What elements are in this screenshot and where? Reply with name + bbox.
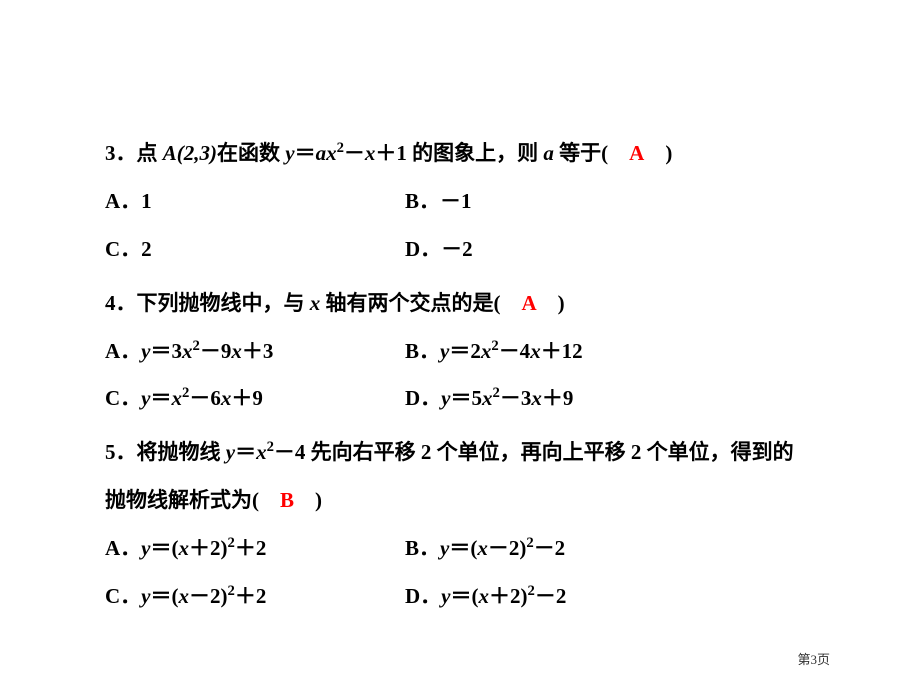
q3-ax: ax bbox=[316, 141, 337, 165]
q3-minus: － bbox=[344, 141, 365, 165]
q4-prefix: 4．下列抛物线中，与 bbox=[105, 291, 310, 315]
q4-stem: 4．下列抛物线中，与 x 轴有两个交点的是( A ) bbox=[105, 280, 815, 328]
question-5: 5．将抛物线 y＝x2－4 先向右平移 2 个单位，再向上平移 2 个单位，得到… bbox=[105, 429, 815, 621]
q5-answer: B bbox=[280, 488, 294, 512]
q3-y: y bbox=[285, 141, 294, 165]
q5-stem-line2: 抛物线解析式为( B ) bbox=[105, 477, 815, 525]
q4-x: x bbox=[310, 291, 321, 315]
q5-optD: D．y＝(x＋2)2－2 bbox=[405, 573, 815, 621]
q4-optA: A．y＝3x2－9x＋3 bbox=[105, 328, 405, 376]
q3-suffix: 等于( bbox=[554, 141, 629, 165]
q3-options-row1: A．1 B．－1 bbox=[105, 178, 815, 226]
q3-exp: 2 bbox=[337, 140, 344, 156]
q3-optB: B．－1 bbox=[405, 178, 815, 226]
q4-answer: A bbox=[522, 291, 537, 315]
q4-close: ) bbox=[537, 291, 565, 315]
q3-mid1: 在函数 bbox=[217, 141, 285, 165]
q3-optC: C．2 bbox=[105, 226, 405, 274]
q4-optD: D．y＝5x2－3x＋9 bbox=[405, 375, 815, 423]
q3-eq: ＝ bbox=[295, 141, 316, 165]
q3-close: ) bbox=[644, 141, 672, 165]
q3-end: ＋1 的图象上，则 bbox=[375, 141, 543, 165]
q3-options-row2: C．2 D．－2 bbox=[105, 226, 815, 274]
question-4: 4．下列抛物线中，与 x 轴有两个交点的是( A ) A．y＝3x2－9x＋3 … bbox=[105, 280, 815, 424]
q4-options-row2: C．y＝x2－6x＋9 D．y＝5x2－3x＋9 bbox=[105, 375, 815, 423]
q3-stem: 3．点 A(2,3)在函数 y＝ax2－x＋1 的图象上，则 a 等于( A ) bbox=[105, 130, 815, 178]
q4-optC: C．y＝x2－6x＋9 bbox=[105, 375, 405, 423]
page-number: 第3页 bbox=[797, 649, 830, 668]
q4-optB: B．y＝2x2－4x＋12 bbox=[405, 328, 815, 376]
q5-optB: B．y＝(x－2)2－2 bbox=[405, 525, 815, 573]
q4-suffix: 轴有两个交点的是( bbox=[320, 291, 521, 315]
question-3: 3．点 A(2,3)在函数 y＝ax2－x＋1 的图象上，则 a 等于( A )… bbox=[105, 130, 815, 274]
q4-options-row1: A．y＝3x2－9x＋3 B．y＝2x2－4x＋12 bbox=[105, 328, 815, 376]
q3-prefix: 3．点 bbox=[105, 141, 163, 165]
q3-optA: A．1 bbox=[105, 178, 405, 226]
q3-point: A(2,3) bbox=[163, 141, 217, 165]
q5-optA: A．y＝(x＋2)2＋2 bbox=[105, 525, 405, 573]
q5-options-row1: A．y＝(x＋2)2＋2 B．y＝(x－2)2－2 bbox=[105, 525, 815, 573]
q3-x: x bbox=[365, 141, 376, 165]
q3-a: a bbox=[543, 141, 554, 165]
q5-options-row2: C．y＝(x－2)2＋2 D．y＝(x＋2)2－2 bbox=[105, 573, 815, 621]
q5-stem-line1: 5．将抛物线 y＝x2－4 先向右平移 2 个单位，再向上平移 2 个单位，得到… bbox=[105, 429, 815, 477]
q5-optC: C．y＝(x－2)2＋2 bbox=[105, 573, 405, 621]
q3-answer: A bbox=[629, 141, 644, 165]
q3-optD: D．－2 bbox=[405, 226, 815, 274]
